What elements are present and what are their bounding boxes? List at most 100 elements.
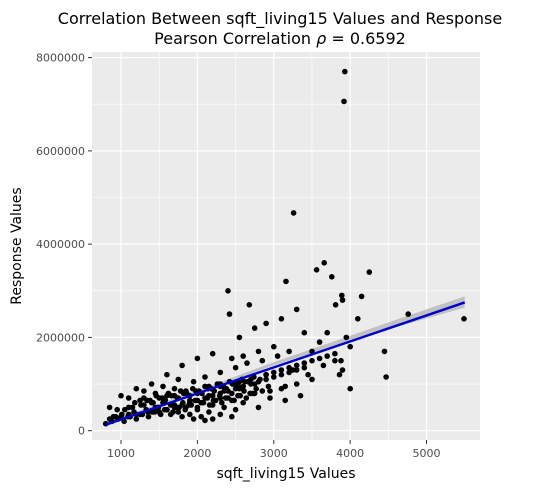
data-point [147, 397, 153, 404]
data-point [179, 402, 185, 408]
data-point [164, 406, 170, 413]
y-tick-label: 0 [78, 425, 85, 438]
data-point [339, 297, 346, 303]
chart-title: Correlation Between sqft_living15 Values… [58, 9, 502, 29]
data-point [232, 381, 239, 387]
data-point [232, 364, 239, 371]
data-point [324, 353, 331, 359]
data-point [194, 355, 201, 362]
gridlines [92, 52, 480, 440]
data-point [309, 376, 315, 383]
data-point [177, 388, 184, 394]
data-point [202, 374, 208, 380]
data-point [206, 402, 213, 408]
y-axis-title: Response Values [9, 187, 25, 304]
data-point [217, 390, 224, 397]
data-point [145, 413, 152, 420]
data-point [232, 406, 239, 413]
data-point [246, 302, 253, 308]
data-point [171, 392, 178, 399]
data-point [106, 416, 113, 422]
data-point [243, 395, 250, 401]
data-point [278, 367, 285, 373]
data-point [232, 385, 239, 392]
subtitle-value: = 0.6592 [326, 29, 406, 48]
y-axis: 0 2000000 4000000 6000000 8000000 [36, 52, 92, 438]
data-point [236, 334, 243, 341]
data-point [222, 395, 229, 401]
data-point [255, 378, 262, 385]
data-point [332, 357, 338, 364]
data-point [171, 404, 178, 411]
data-point [240, 383, 246, 390]
data-point [347, 343, 354, 350]
data-point [286, 369, 292, 376]
data-point [381, 348, 388, 355]
data-point [190, 378, 197, 385]
data-point [259, 357, 266, 364]
data-point [164, 371, 170, 378]
data-point [259, 388, 266, 394]
data-point [355, 316, 361, 322]
data-point [133, 416, 140, 422]
data-point [175, 376, 182, 383]
data-point [263, 371, 269, 378]
data-point [271, 369, 277, 376]
data-point [179, 413, 185, 420]
data-point [106, 404, 113, 411]
data-point [341, 98, 347, 105]
data-point [190, 416, 197, 422]
data-point [282, 383, 289, 390]
data-point [461, 316, 467, 322]
data-point [342, 68, 348, 75]
data-point [321, 260, 328, 266]
data-point [278, 316, 285, 322]
data-point [202, 395, 208, 401]
data-point [332, 350, 338, 357]
data-point [125, 404, 132, 411]
regression-line [105, 301, 466, 426]
data-point [119, 411, 125, 418]
data-point [148, 381, 155, 387]
data-point [194, 404, 201, 411]
data-point [265, 383, 272, 390]
data-point [293, 381, 300, 387]
data-point [301, 364, 308, 371]
x-tick-label: 1000 [107, 447, 135, 460]
data-point [320, 362, 327, 369]
data-point [209, 416, 216, 422]
data-point [190, 385, 196, 392]
data-point [339, 367, 346, 373]
subtitle-symbol: ρ [316, 29, 326, 48]
data-point [405, 311, 412, 317]
data-point [149, 409, 156, 415]
data-point [286, 364, 292, 371]
y-tick-label: 4000000 [36, 238, 85, 251]
data-point [175, 409, 182, 415]
data-point [125, 395, 132, 401]
y-tick-label: 2000000 [36, 331, 85, 344]
x-tick-label: 2000 [183, 447, 211, 460]
data-point [226, 311, 233, 317]
data-point [286, 348, 292, 355]
data-point [133, 385, 140, 392]
data-point [159, 395, 166, 401]
data-point [198, 413, 204, 420]
data-point [187, 411, 193, 418]
data-point [244, 360, 250, 366]
data-point [324, 329, 331, 336]
data-point [229, 355, 235, 362]
data-point [235, 392, 241, 399]
data-point [339, 292, 345, 299]
data-point [225, 388, 231, 394]
data-point [118, 392, 124, 399]
data-point [153, 392, 159, 399]
data-point [255, 404, 262, 411]
data-point [170, 409, 176, 415]
data-point [297, 392, 304, 399]
data-point [187, 399, 193, 406]
data-point [271, 374, 277, 380]
data-point [332, 302, 339, 308]
data-point [217, 369, 224, 376]
